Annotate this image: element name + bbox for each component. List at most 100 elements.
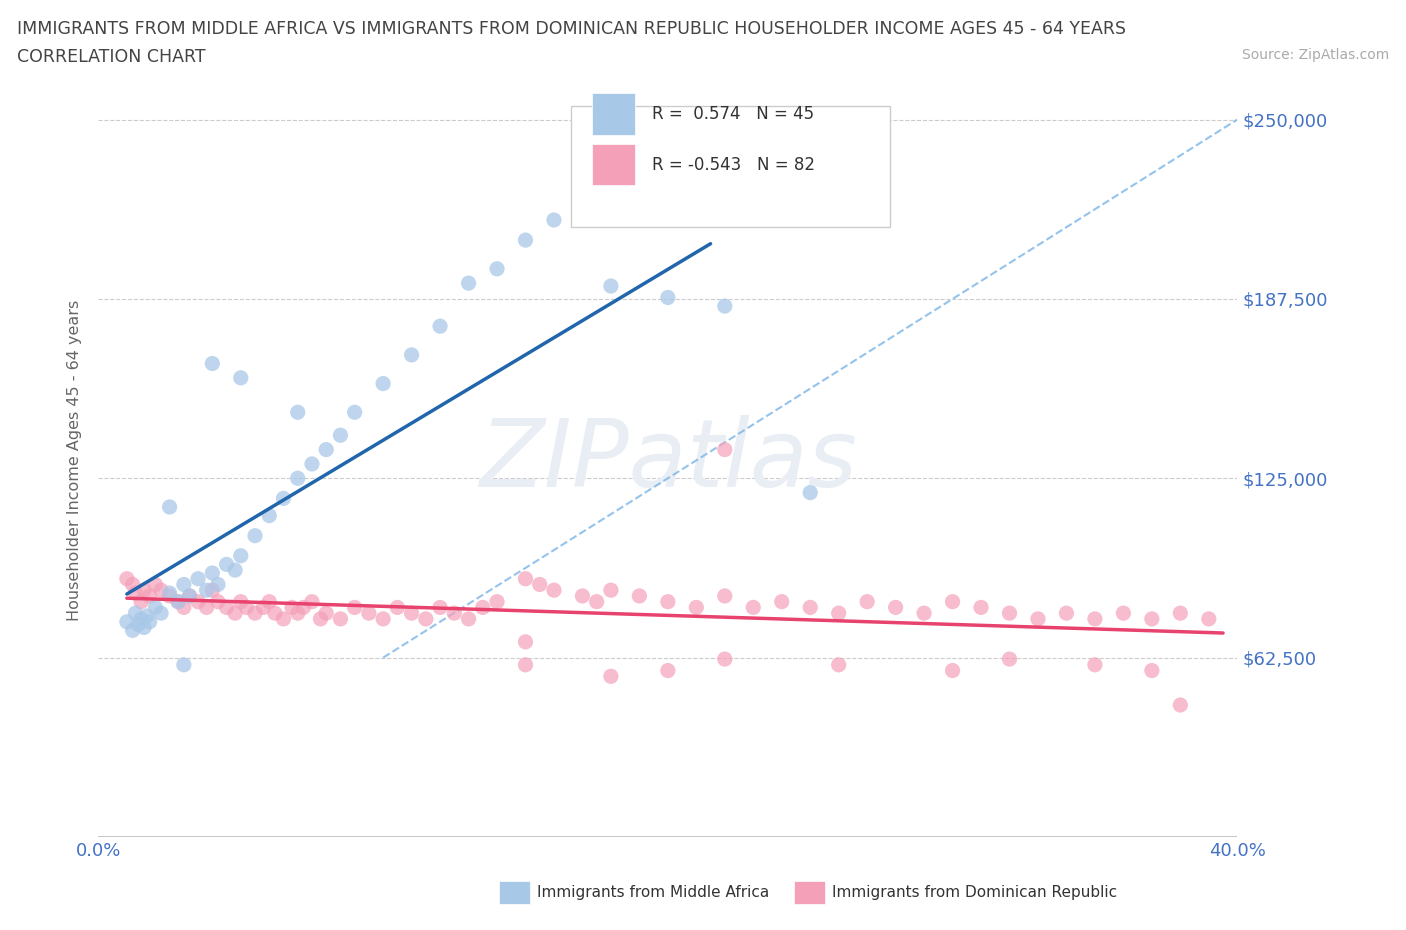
Point [287, 471, 309, 485]
Point [357, 605, 380, 620]
Point [515, 634, 537, 649]
Point [799, 485, 821, 500]
Y-axis label: Householder Income Ages 45 - 64 years: Householder Income Ages 45 - 64 years [67, 299, 83, 621]
Point [543, 213, 565, 228]
Point [167, 594, 190, 609]
Point [543, 583, 565, 598]
Point [343, 405, 366, 419]
Point [429, 600, 451, 615]
Point [273, 611, 295, 626]
Point [942, 663, 965, 678]
Point [457, 275, 479, 290]
Point [252, 600, 274, 615]
Point [287, 405, 309, 419]
Point [828, 605, 851, 620]
Point [600, 279, 623, 294]
Point [1140, 663, 1163, 678]
Point [1084, 611, 1107, 626]
Point [486, 261, 509, 276]
Point [970, 600, 993, 615]
Point [600, 669, 623, 684]
Point [628, 589, 651, 604]
Point [173, 658, 195, 672]
Point [1084, 658, 1107, 672]
Point [135, 608, 157, 623]
Point [315, 605, 337, 620]
Point [828, 658, 851, 672]
Point [129, 594, 152, 609]
Point [150, 583, 173, 598]
Point [884, 600, 907, 615]
Point [215, 600, 238, 615]
Point [173, 600, 195, 615]
Point [329, 428, 352, 443]
Point [471, 600, 494, 615]
Point [115, 615, 138, 630]
Point [714, 652, 737, 667]
Point [138, 589, 160, 604]
Point [343, 600, 366, 615]
Point [145, 577, 167, 591]
Point [571, 589, 593, 604]
Text: Immigrants from Dominican Republic: Immigrants from Dominican Republic [832, 884, 1118, 900]
Point [167, 594, 190, 609]
Point [281, 600, 304, 615]
Point [912, 605, 935, 620]
Point [121, 623, 143, 638]
Point [1112, 605, 1135, 620]
Point [600, 583, 623, 598]
Point [329, 611, 352, 626]
Point [127, 618, 149, 632]
Point [201, 356, 224, 371]
Point [159, 589, 181, 604]
Bar [592, 144, 636, 185]
Point [515, 658, 537, 672]
Point [187, 571, 209, 586]
Point [121, 577, 143, 591]
Point [1056, 605, 1078, 620]
Point [373, 611, 395, 626]
Text: IMMIGRANTS FROM MIDDLE AFRICA VS IMMIGRANTS FROM DOMINICAN REPUBLIC HOUSEHOLDER : IMMIGRANTS FROM MIDDLE AFRICA VS IMMIGRA… [17, 20, 1126, 38]
Point [1170, 605, 1192, 620]
Point [159, 499, 181, 514]
Text: Immigrants from Middle Africa: Immigrants from Middle Africa [537, 884, 769, 900]
Point [387, 600, 409, 615]
Point [235, 600, 257, 615]
Point [115, 571, 138, 586]
Text: ZIPatlas: ZIPatlas [479, 415, 856, 506]
Point [401, 605, 423, 620]
Point [273, 491, 295, 506]
Point [124, 605, 146, 620]
Point [229, 370, 252, 385]
Point [401, 348, 423, 363]
Point [714, 589, 737, 604]
Point [195, 583, 218, 598]
Point [799, 600, 821, 615]
Text: Source: ZipAtlas.com: Source: ZipAtlas.com [1241, 48, 1389, 62]
Point [201, 583, 224, 598]
Point [138, 615, 160, 630]
Point [224, 605, 246, 620]
Point [124, 586, 146, 601]
Point [942, 594, 965, 609]
Point [457, 611, 479, 626]
Point [292, 600, 315, 615]
Point [215, 557, 238, 572]
Point [315, 442, 337, 457]
Text: R = -0.543   N = 82: R = -0.543 N = 82 [652, 155, 815, 174]
Point [714, 299, 737, 313]
Point [429, 319, 451, 334]
Point [486, 594, 509, 609]
FancyBboxPatch shape [571, 106, 890, 227]
Point [259, 508, 281, 523]
Point [529, 577, 551, 591]
Point [287, 605, 309, 620]
Point [132, 583, 155, 598]
Point [145, 600, 167, 615]
Point [657, 290, 679, 305]
Point [309, 611, 332, 626]
Point [1026, 611, 1049, 626]
Point [515, 571, 537, 586]
Point [187, 594, 209, 609]
Point [159, 586, 181, 601]
